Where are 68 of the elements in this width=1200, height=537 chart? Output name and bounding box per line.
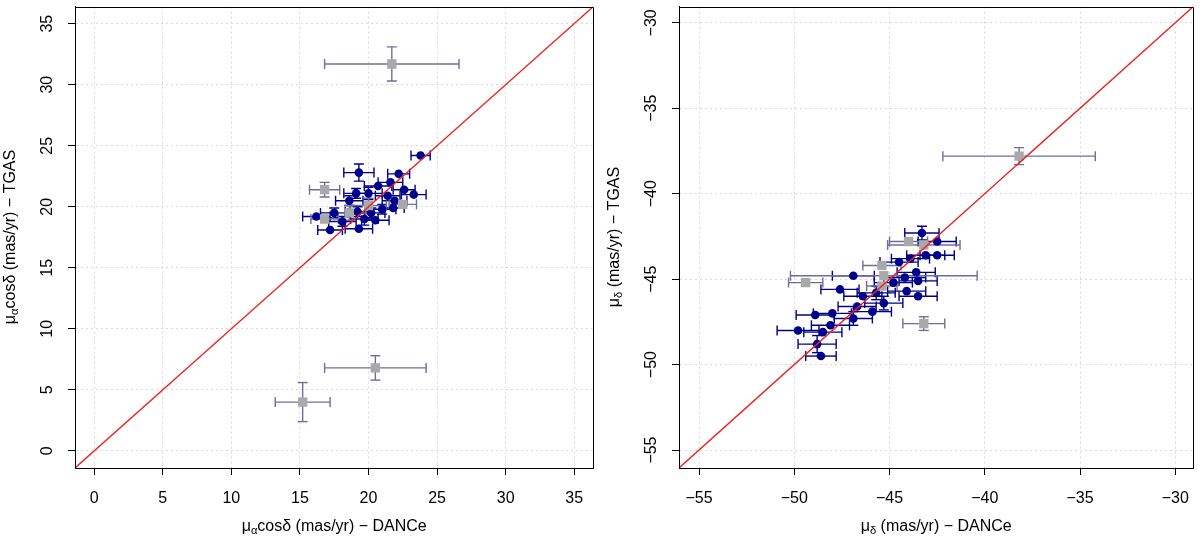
point: [835, 285, 845, 294]
point: [902, 286, 911, 296]
point: [354, 168, 364, 177]
y-tick-label: 35: [38, 14, 56, 33]
x-axis-title: μ$_{α}$cosδ (mas/yr) − DANCe: [241, 517, 427, 537]
point: [387, 59, 397, 69]
x-tick-label: −50: [780, 489, 808, 507]
x-tick-label: 30: [496, 489, 515, 507]
point: [900, 273, 910, 282]
point: [409, 190, 419, 199]
point: [913, 276, 923, 286]
x-tick-label: 0: [89, 489, 99, 507]
point: [826, 321, 835, 330]
point: [911, 268, 921, 277]
point: [399, 185, 409, 194]
point: [354, 224, 364, 234]
point: [319, 214, 330, 224]
x-tick-label: 25: [428, 489, 447, 507]
x-tick-label: 5: [158, 489, 168, 507]
point: [390, 196, 399, 205]
y-tick-label: 5: [38, 385, 56, 395]
y-tick-label: 15: [38, 258, 56, 277]
x-tick-label: −55: [685, 489, 713, 507]
point: [373, 181, 383, 191]
x-tick-label: 15: [291, 489, 309, 507]
y-tick-label: 0: [38, 446, 56, 456]
y-tick-label: −50: [642, 350, 660, 379]
x-tick-label: −35: [1066, 489, 1094, 507]
point: [416, 151, 425, 160]
x-axis-title: μ$_{δ}$ (mas/yr) − DANCe: [860, 517, 1012, 537]
x-tick-label: 10: [222, 489, 241, 507]
x-tick-label: −40: [971, 489, 999, 507]
point: [312, 212, 321, 221]
point: [319, 185, 330, 195]
point: [849, 271, 858, 281]
y-tick-label: −45: [642, 265, 660, 293]
x-tick-label: −45: [875, 489, 904, 507]
point: [894, 257, 904, 267]
y-tick-label: −55: [642, 436, 660, 464]
y-tick-label: −40: [642, 180, 660, 208]
point: [370, 363, 381, 373]
point: [903, 236, 914, 247]
point: [793, 326, 803, 335]
point: [868, 307, 877, 316]
point: [801, 277, 811, 288]
point: [932, 250, 942, 260]
point: [325, 225, 335, 235]
point: [913, 291, 923, 301]
point: [383, 191, 392, 201]
y-tick-label: −30: [642, 9, 660, 37]
x-tick-label: 35: [565, 489, 584, 507]
point: [879, 271, 889, 281]
y-tick-label: 25: [38, 136, 56, 155]
y-tick-label: 10: [38, 319, 56, 338]
point: [1014, 151, 1024, 161]
x-tick-label: −30: [1161, 489, 1189, 507]
point: [394, 169, 403, 179]
y-tick-label: 30: [38, 75, 56, 94]
point: [877, 260, 887, 271]
x-tick-label: 20: [359, 489, 378, 507]
y-tick-label: 20: [38, 197, 56, 216]
point: [858, 291, 868, 301]
point: [388, 203, 398, 213]
point: [932, 237, 942, 246]
point: [297, 397, 308, 407]
point: [816, 351, 826, 361]
y-tick-label: −35: [642, 94, 660, 122]
point: [398, 199, 408, 210]
